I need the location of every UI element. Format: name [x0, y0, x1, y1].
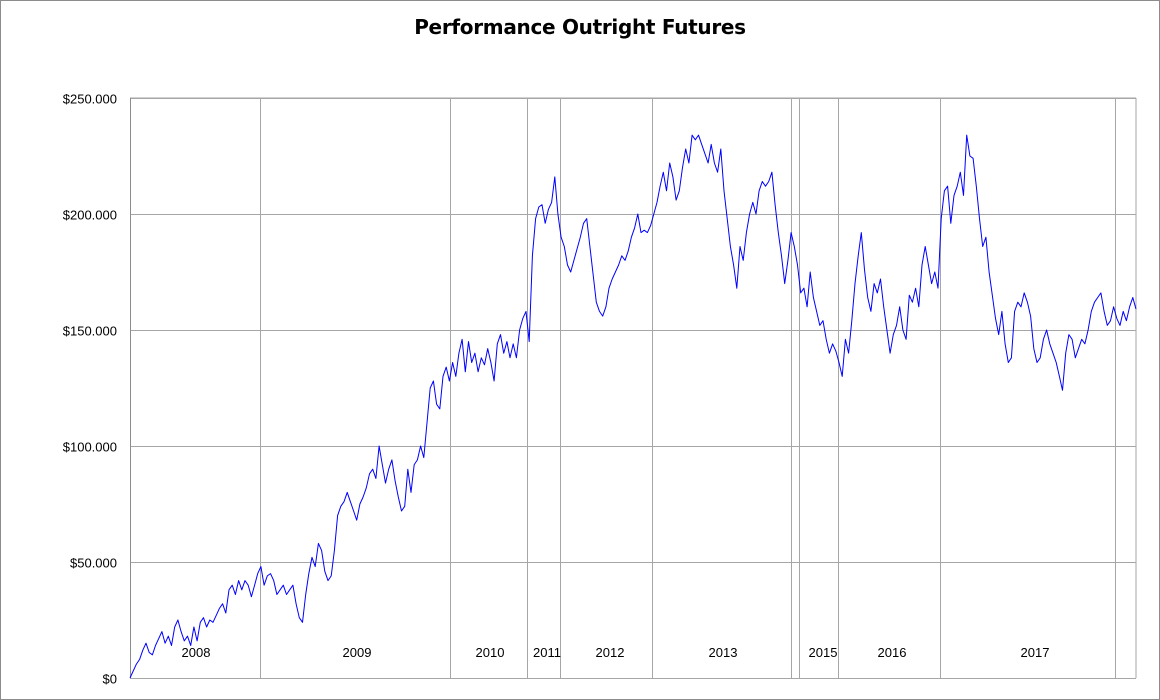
y-tick-label: $0 — [103, 672, 117, 687]
y-tick-label: $150.000 — [63, 324, 117, 339]
x-tick-label: 2008 — [182, 645, 211, 660]
chart-title: Performance Outright Futures — [414, 15, 746, 39]
x-tick-label: 2012 — [596, 645, 625, 660]
x-tick-label: 2016 — [878, 645, 907, 660]
y-tick-label: $100.000 — [63, 440, 117, 455]
x-axis-tick-labels: 2008 2009 2010 2011 2012 2013 2015 2016 2017 — [182, 645, 1050, 660]
y-tick-label: $250.000 — [63, 92, 117, 107]
x-tick-label: 2009 — [343, 645, 372, 660]
x-tick-label: 2010 — [476, 645, 505, 660]
y-axis-tick-labels: $0 $50.000 $100.000 $150.000 $200.000 $250.00… — [63, 92, 117, 687]
series-line — [129, 134, 1137, 679]
y-tick-label: $50.000 — [70, 556, 117, 571]
x-tick-label: 2017 — [1021, 645, 1050, 660]
x-tick-label: 2011 — [533, 645, 561, 660]
x-tick-label: 2013 — [709, 645, 738, 660]
gridlines — [130, 97, 1137, 679]
x-tick-label: 2015 — [809, 645, 838, 660]
series-layer — [129, 134, 1137, 679]
y-tick-label: $200.000 — [63, 208, 117, 223]
